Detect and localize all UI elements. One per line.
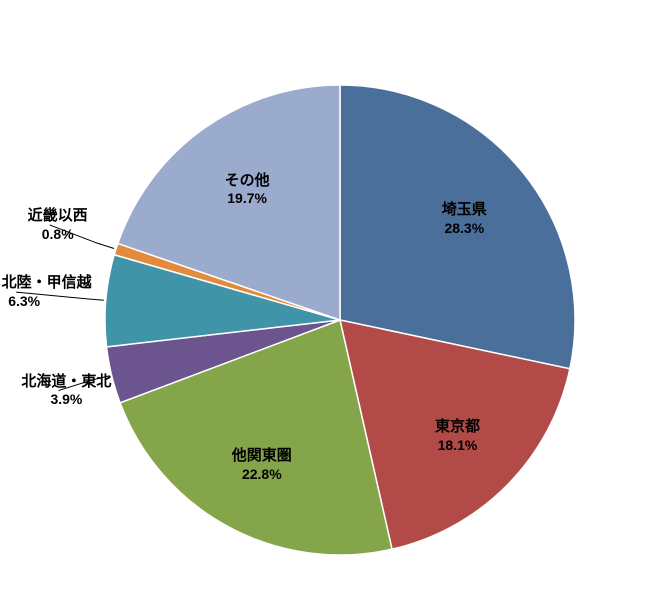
slice-label: 埼玉県28.3% bbox=[442, 201, 487, 237]
slice-label-name: 東京都 bbox=[435, 418, 480, 437]
slice-label-name: 近畿以西 bbox=[28, 207, 88, 226]
slice-label: 近畿以西0.8% bbox=[28, 207, 88, 243]
slice-label-pct: 19.7% bbox=[225, 190, 270, 208]
slice-label-pct: 0.8% bbox=[28, 226, 88, 244]
slice-label-pct: 3.9% bbox=[21, 391, 111, 409]
slice-label-pct: 18.1% bbox=[435, 436, 480, 454]
slice-label: 東京都18.1% bbox=[435, 418, 480, 454]
slice-label: 他関東圏22.8% bbox=[232, 447, 292, 483]
slice-label: 北海道・東北3.9% bbox=[21, 372, 111, 408]
slice-label-name: その他 bbox=[225, 172, 270, 191]
slice-label-name: 北海道・東北 bbox=[21, 372, 111, 391]
slice-label-pct: 28.3% bbox=[442, 220, 487, 238]
slice-label-pct: 6.3% bbox=[0, 293, 92, 311]
slice-label-name: 埼玉県 bbox=[442, 201, 487, 220]
slice-label: 東海・北陸・甲信越6.3% bbox=[0, 274, 92, 310]
slice-label-name: 東海・北陸・甲信越 bbox=[0, 274, 92, 293]
slice-label: その他19.7% bbox=[225, 172, 270, 208]
slice-label-name: 他関東圏 bbox=[232, 447, 292, 466]
pie-chart: 埼玉県28.3% 東京都18.1% 他関東圏22.8% 北海道・東北3.9% 東海・北陸… bbox=[0, 0, 671, 616]
slice-label-pct: 22.8% bbox=[232, 466, 292, 484]
pie-svg bbox=[0, 0, 671, 616]
